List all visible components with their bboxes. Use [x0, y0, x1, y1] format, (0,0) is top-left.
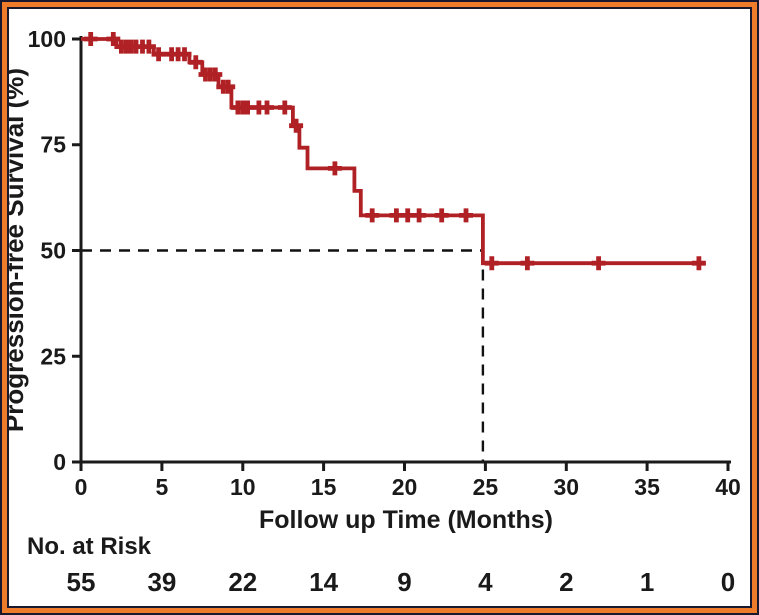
y-tick-label: 25 [40, 343, 66, 369]
at-risk-value: 9 [397, 567, 411, 597]
median-reference-lines [81, 249, 485, 462]
x-tick-label: 15 [311, 474, 337, 500]
x-tick-label: 35 [634, 474, 660, 500]
y-axis-title: Progression-free Survival (%) [0, 68, 29, 432]
y-tick-label: 75 [40, 132, 66, 158]
at-risk-value: 55 [67, 567, 96, 597]
at-risk-value: 4 [478, 567, 493, 597]
axis-lines [79, 36, 731, 464]
x-tick-label: 10 [230, 474, 256, 500]
at-risk-value: 2 [559, 567, 573, 597]
censor-marks-path [83, 32, 706, 271]
at-risk-value: 1 [640, 567, 654, 597]
y-tick-label: 100 [28, 26, 66, 52]
x-tick-label: 30 [554, 474, 580, 500]
axis-ticks [72, 37, 730, 471]
at-risk-value: 22 [228, 567, 257, 597]
x-tick-label: 25 [473, 474, 499, 500]
y-tick-label: 0 [53, 449, 66, 475]
at-risk-label: No. at Risk [27, 533, 152, 560]
x-tick-label: 20 [392, 474, 418, 500]
x-tick-label: 0 [75, 474, 88, 500]
survival-curve [81, 37, 706, 266]
x-tick-label: 40 [715, 474, 741, 500]
tick-labels: 0 25 50 75 100 0 5 10 15 20 25 30 35 40 [28, 26, 741, 500]
axes [72, 36, 731, 471]
x-axis-title: Follow up Time (Months) [259, 506, 553, 534]
censor-marks [83, 32, 706, 271]
at-risk-value: 14 [309, 567, 338, 597]
median-dashed-lines [81, 249, 485, 462]
at-risk-values: 55 39 22 14 9 4 2 1 0 [67, 567, 736, 597]
y-tick-label: 50 [40, 238, 66, 264]
survival-curve-path [81, 37, 706, 266]
at-risk-value: 39 [147, 567, 176, 597]
at-risk-value: 0 [721, 567, 735, 597]
x-tick-label: 5 [156, 474, 169, 500]
